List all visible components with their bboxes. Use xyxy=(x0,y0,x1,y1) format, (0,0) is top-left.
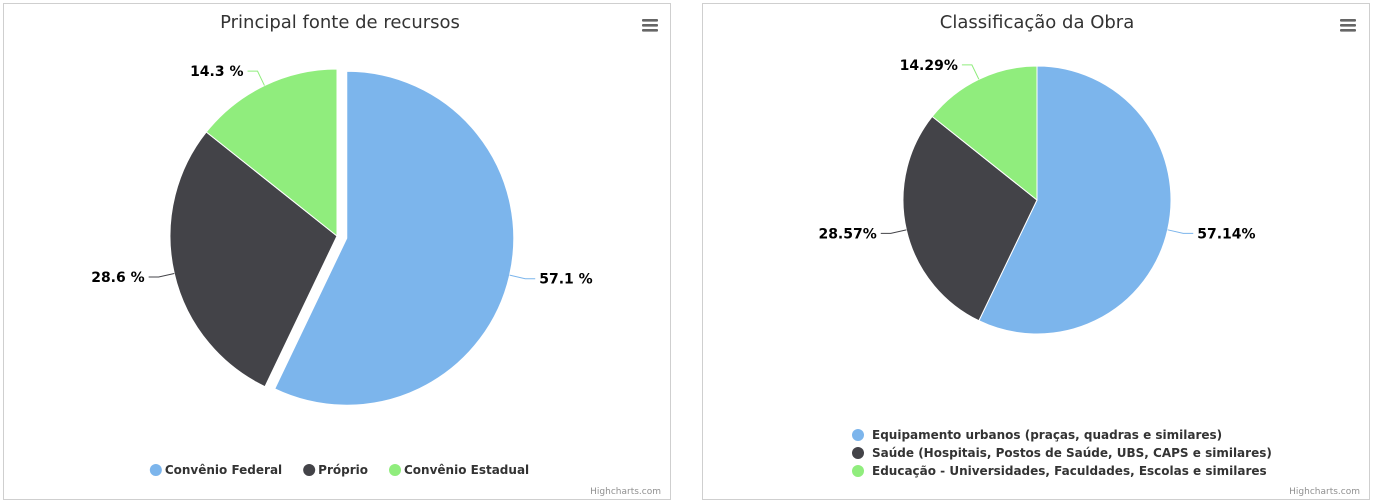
data-label-connector xyxy=(961,64,980,80)
pie-chart-fonte-recursos: Principal fonte de recursos 57.1 % 28.6 %… xyxy=(91,12,662,497)
legend-symbol xyxy=(303,464,316,476)
data-label-connector xyxy=(1167,229,1194,234)
legend-item-proprio[interactable]: Próprio xyxy=(303,463,368,477)
data-label: 28.57% xyxy=(818,226,876,242)
legend-symbol xyxy=(852,465,864,477)
legend-label: Educação - Universidades, Faculdades, Es… xyxy=(872,464,1267,478)
data-label-connector xyxy=(148,272,175,278)
data-label: 14.3 % xyxy=(190,64,243,80)
legend-symbol xyxy=(149,464,162,476)
data-label: 57.14% xyxy=(1197,226,1255,242)
data-label-connector xyxy=(509,274,536,280)
legend-item-educacao-universidades-faculdades-escola[interactable]: Educação - Universidades, Faculdades, Es… xyxy=(852,464,1267,478)
legend-symbol xyxy=(389,464,402,476)
chart-title: Principal fonte de recursos xyxy=(220,12,460,33)
data-label-connector xyxy=(247,70,265,86)
pie-chart-classificacao-obra: Classificação da Obra 57.14% 28.57% 14.29%… xyxy=(818,12,1360,497)
legend-label: Convênio Estadual xyxy=(404,463,529,477)
legend-label: Equipamento urbanos (praças, quadras e s… xyxy=(872,428,1222,442)
credits-link[interactable]: Highcharts.com xyxy=(1289,487,1360,497)
legend-symbol xyxy=(852,429,864,441)
legend-item-convenio-federal[interactable]: Convênio Federal xyxy=(149,463,282,477)
pie-slice-proprio[interactable] xyxy=(169,131,338,388)
chart-panel-fonte-recursos: Principal fonte de recursos 57.1 % 28.6 %… xyxy=(3,3,671,500)
context-menu-icon[interactable] xyxy=(1337,14,1359,36)
chart-title: Classificação da Obra xyxy=(940,12,1134,33)
legend-item-saude-hospitais-postos-de-saude-ubs-caps[interactable]: Saúde (Hospitais, Postos de Saúde, UBS, … xyxy=(852,446,1272,460)
pie-slice-educacao-universidades-faculdades-escola[interactable] xyxy=(931,65,1038,202)
data-label: 14.29% xyxy=(900,58,958,74)
legend-label: Próprio xyxy=(318,463,368,477)
legend-item-equipamento-urbanos-pracas-quadras-e-sim[interactable]: Equipamento urbanos (praças, quadras e s… xyxy=(852,428,1222,442)
credits-link[interactable]: Highcharts.com xyxy=(590,487,661,497)
data-label-connector xyxy=(880,229,907,234)
data-label: 57.1 % xyxy=(539,272,592,288)
legend-symbol xyxy=(852,447,864,459)
legend-item-convenio-estadual[interactable]: Convênio Estadual xyxy=(389,463,529,477)
legend-label: Convênio Federal xyxy=(165,463,282,477)
context-menu-icon[interactable] xyxy=(640,14,662,36)
legend-label: Saúde (Hospitais, Postos de Saúde, UBS, … xyxy=(872,446,1272,460)
pie-slice-saude-hospitais-postos-de-saude-ubs-caps[interactable] xyxy=(902,115,1038,322)
data-label: 28.6 % xyxy=(91,270,144,286)
chart-panel-classificacao-obra: Classificação da Obra 57.14% 28.57% 14.29%… xyxy=(702,3,1370,500)
